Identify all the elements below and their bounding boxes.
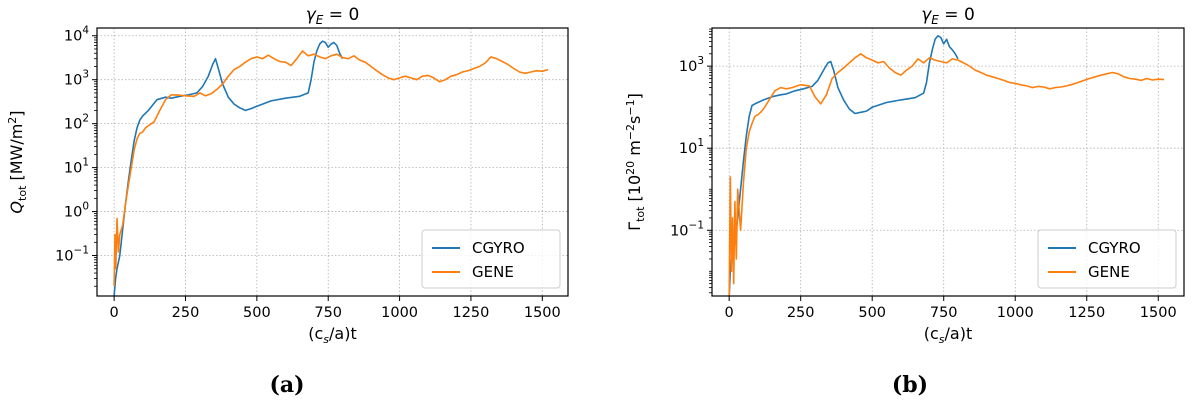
legend-item-cgyro-b: CGYRO (1048, 239, 1141, 257)
series-line-cgyro-b (728, 34, 959, 296)
x-tick-label-a-2: 500 (243, 305, 271, 321)
x-tick-label-b-4: 1000 (997, 305, 1034, 321)
x-tick-label-b-5: 1250 (1068, 305, 1105, 321)
y-tick-label-a-1: 100 (64, 201, 89, 221)
y-tick-label-a-5: 104 (64, 25, 89, 45)
x-axis-label-a: (cs/a)t (308, 324, 357, 346)
y-tick-label-b-2: 103 (679, 55, 704, 75)
x-tick-label-a-3: 750 (314, 305, 342, 321)
x-tick-label-b-6: 1500 (1140, 305, 1177, 321)
series-layer-b (728, 34, 1165, 296)
y-axis-label-a: Qtot [MW/m2] (6, 110, 29, 213)
x-tick-label-a-4: 1000 (381, 305, 418, 321)
chart-panel-a: γE = 0 10−1 100 101 102 103 104 0 250 500 750 100… (6, 5, 569, 398)
legend-box-a (421, 229, 561, 289)
legend-b: CGYRO GENE (1037, 229, 1177, 289)
legend-item-gene-a: GENE (432, 263, 514, 281)
y-axis-label-b: Γtot [1020 m−2s−1] (624, 93, 647, 231)
x-tick-label-a-5: 1250 (452, 305, 489, 321)
x-tick-label-b-2: 500 (858, 305, 886, 321)
x-tick-label-a-1: 250 (172, 305, 200, 321)
y-axis-ticks-a: 10−1 100 101 102 103 104 (55, 25, 97, 287)
plot-frame-b (711, 27, 1185, 297)
chart-title-b: γE = 0 (921, 5, 975, 27)
x-tick-label-b-1: 250 (787, 305, 815, 321)
legend-item-cgyro-a: CGYRO (432, 239, 525, 257)
y-tick-label-a-4: 103 (64, 69, 89, 89)
chart-title-a: γE = 0 (306, 5, 360, 27)
legend-item-gene-b: GENE (1048, 263, 1130, 281)
x-axis-ticks-b: 0 250 500 750 1000 1250 1500 (725, 296, 1177, 321)
series-layer-a (113, 40, 549, 296)
legend-a: CGYRO GENE (421, 229, 561, 289)
legend-label-cgyro-a: CGYRO (472, 239, 525, 257)
plot-frame-a (96, 27, 569, 297)
series-line-gene-a (113, 50, 549, 287)
series-line-cgyro-a (113, 40, 344, 296)
legend-box-b (1037, 229, 1177, 289)
x-tick-label-a-6: 1500 (524, 305, 561, 321)
series-line-gene-b (728, 52, 1165, 296)
y-tick-label-b-1: 101 (679, 137, 704, 157)
y-axis-ticks-b: 10−1 101 103 (670, 28, 712, 294)
panel-caption-b: (b) (892, 372, 928, 398)
panel-caption-a: (a) (269, 372, 304, 398)
x-tick-label-b-0: 0 (725, 305, 734, 321)
y-tick-label-a-3: 102 (64, 113, 89, 133)
legend-label-gene-b: GENE (1088, 263, 1130, 281)
legend-label-gene-a: GENE (472, 263, 514, 281)
y-tick-label-a-2: 101 (64, 157, 89, 177)
y-tick-label-a-0: 10−1 (55, 245, 89, 265)
x-tick-label-b-3: 750 (930, 305, 958, 321)
x-tick-label-a-0: 0 (110, 305, 119, 321)
chart-panel-b: γE = 0 10−1 101 103 0 250 500 750 1000 1250 1500… (624, 5, 1185, 398)
x-axis-label-b: (cs/a)t (924, 324, 973, 346)
legend-label-cgyro-b: CGYRO (1088, 239, 1141, 257)
y-tick-label-b-0: 10−1 (670, 219, 704, 239)
x-axis-ticks-a: 0 250 500 750 1000 1250 1500 (110, 296, 561, 321)
